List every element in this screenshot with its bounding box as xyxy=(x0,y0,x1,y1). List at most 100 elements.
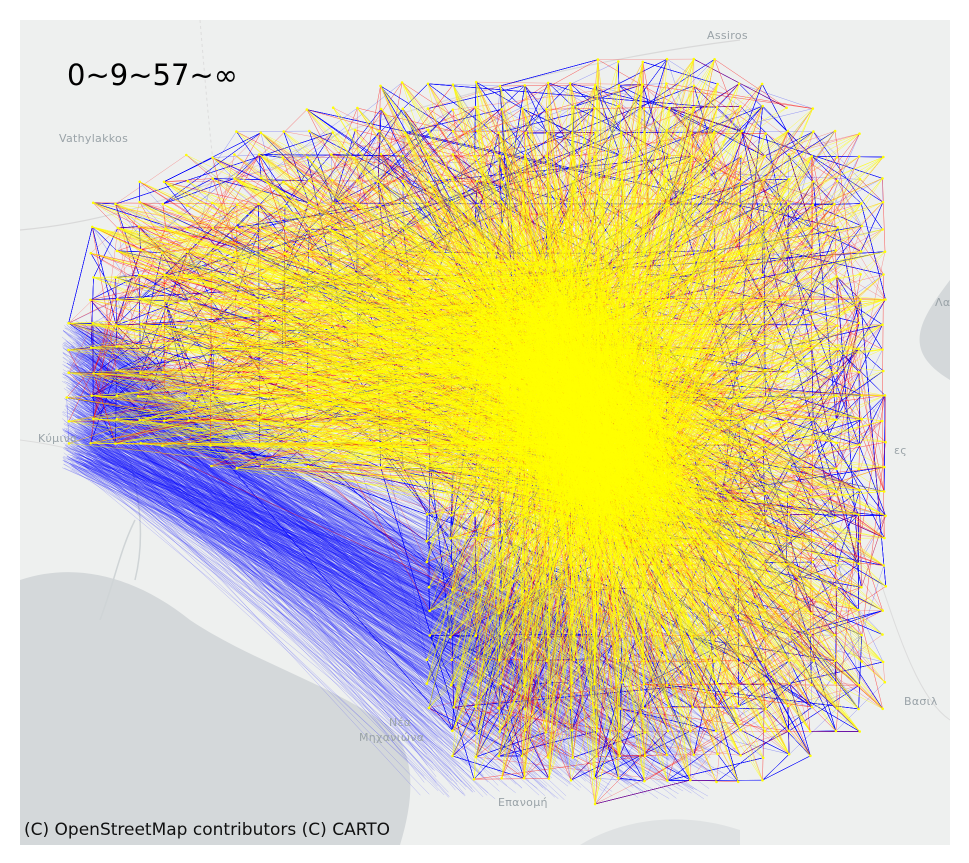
zone-centroid[interactable] xyxy=(546,707,550,710)
zone-centroid[interactable] xyxy=(595,755,598,758)
zone-centroid[interactable] xyxy=(596,274,599,277)
zone-centroid[interactable] xyxy=(713,58,716,61)
zone-centroid[interactable] xyxy=(834,540,837,543)
zone-centroid[interactable] xyxy=(163,419,166,423)
zone-centroid[interactable] xyxy=(761,660,765,664)
zone-centroid[interactable] xyxy=(665,561,668,564)
zone-centroid[interactable] xyxy=(787,370,790,374)
zone-centroid[interactable] xyxy=(500,467,503,471)
zone-centroid[interactable] xyxy=(668,226,671,229)
zone-centroid[interactable] xyxy=(473,372,477,375)
zone-centroid[interactable] xyxy=(884,440,887,444)
zone-centroid[interactable] xyxy=(618,537,621,541)
zone-centroid[interactable] xyxy=(618,707,622,710)
zone-centroid[interactable] xyxy=(740,129,743,133)
zone-centroid[interactable] xyxy=(690,538,693,541)
zone-centroid[interactable] xyxy=(500,275,503,278)
zone-centroid[interactable] xyxy=(713,611,716,614)
zone-centroid[interactable] xyxy=(595,443,598,447)
zone-centroid[interactable] xyxy=(67,321,70,325)
zone-centroid[interactable] xyxy=(761,420,765,423)
zone-centroid[interactable] xyxy=(884,514,887,518)
zone-centroid[interactable] xyxy=(835,275,838,278)
zone-centroid[interactable] xyxy=(691,348,695,351)
zone-centroid[interactable] xyxy=(524,346,527,349)
zone-centroid[interactable] xyxy=(713,537,716,541)
zone-centroid[interactable] xyxy=(281,396,285,399)
zone-centroid[interactable] xyxy=(716,106,719,109)
zone-centroid[interactable] xyxy=(665,683,669,687)
zone-centroid[interactable] xyxy=(233,177,236,180)
zone-centroid[interactable] xyxy=(595,324,599,328)
zone-centroid[interactable] xyxy=(664,180,668,183)
zone-centroid[interactable] xyxy=(452,321,456,324)
zone-centroid[interactable] xyxy=(714,562,718,566)
zone-centroid[interactable] xyxy=(138,180,141,184)
zone-centroid[interactable] xyxy=(739,105,742,108)
zone-centroid[interactable] xyxy=(259,370,262,373)
zone-centroid[interactable] xyxy=(739,155,743,158)
zone-centroid[interactable] xyxy=(500,515,504,518)
zone-centroid[interactable] xyxy=(401,441,405,444)
zone-centroid[interactable] xyxy=(403,345,407,349)
zone-centroid[interactable] xyxy=(619,251,623,255)
zone-centroid[interactable] xyxy=(500,323,504,326)
zone-centroid[interactable] xyxy=(617,612,621,616)
zone-centroid[interactable] xyxy=(832,608,836,612)
zone-centroid[interactable] xyxy=(858,540,861,543)
zone-centroid[interactable] xyxy=(210,372,214,375)
zone-centroid[interactable] xyxy=(620,204,624,208)
zone-centroid[interactable] xyxy=(762,250,766,253)
zone-centroid[interactable] xyxy=(162,180,166,184)
zone-centroid[interactable] xyxy=(187,300,191,303)
zone-centroid[interactable] xyxy=(404,395,408,399)
zone-centroid[interactable] xyxy=(499,347,503,351)
zone-centroid[interactable] xyxy=(524,513,528,517)
zone-centroid[interactable] xyxy=(884,298,887,301)
zone-centroid[interactable] xyxy=(664,514,668,518)
zone-centroid[interactable] xyxy=(667,633,670,636)
zone-centroid[interactable] xyxy=(715,682,719,685)
zone-centroid[interactable] xyxy=(570,611,573,614)
zone-centroid[interactable] xyxy=(785,563,788,566)
zone-centroid[interactable] xyxy=(305,419,309,423)
zone-centroid[interactable] xyxy=(571,155,574,158)
zone-centroid[interactable] xyxy=(857,513,860,516)
zone-centroid[interactable] xyxy=(115,394,119,397)
zone-centroid[interactable] xyxy=(764,707,768,711)
zone-centroid[interactable] xyxy=(498,489,502,493)
zone-centroid[interactable] xyxy=(593,802,597,806)
zone-centroid[interactable] xyxy=(836,347,840,351)
zone-centroid[interactable] xyxy=(426,128,430,132)
zone-centroid[interactable] xyxy=(882,564,886,567)
zone-centroid[interactable] xyxy=(881,609,884,612)
zone-centroid[interactable] xyxy=(762,203,765,206)
zone-centroid[interactable] xyxy=(280,371,284,374)
zone-centroid[interactable] xyxy=(616,104,620,108)
zone-centroid[interactable] xyxy=(644,396,647,399)
zone-centroid[interactable] xyxy=(138,297,141,301)
zone-centroid[interactable] xyxy=(738,297,742,301)
zone-centroid[interactable] xyxy=(449,683,453,687)
zone-centroid[interactable] xyxy=(641,298,645,301)
zone-centroid[interactable] xyxy=(498,297,501,301)
zone-centroid[interactable] xyxy=(402,250,406,253)
zone-centroid[interactable] xyxy=(500,225,504,228)
zone-centroid[interactable] xyxy=(761,104,764,108)
zone-centroid[interactable] xyxy=(835,371,839,375)
zone-centroid[interactable] xyxy=(665,128,669,132)
zone-centroid[interactable] xyxy=(786,609,789,613)
zone-centroid[interactable] xyxy=(786,251,789,254)
zone-centroid[interactable] xyxy=(425,466,429,470)
zone-centroid[interactable] xyxy=(475,610,478,613)
zone-centroid[interactable] xyxy=(714,635,718,638)
zone-centroid[interactable] xyxy=(833,129,837,133)
zone-centroid[interactable] xyxy=(761,464,764,468)
zone-centroid[interactable] xyxy=(811,560,815,564)
zone-centroid[interactable] xyxy=(617,60,620,63)
zone-centroid[interactable] xyxy=(161,323,165,327)
zone-centroid[interactable] xyxy=(643,538,646,542)
zone-centroid[interactable] xyxy=(788,465,792,469)
zone-centroid[interactable] xyxy=(523,707,526,711)
zone-centroid[interactable] xyxy=(787,324,790,328)
